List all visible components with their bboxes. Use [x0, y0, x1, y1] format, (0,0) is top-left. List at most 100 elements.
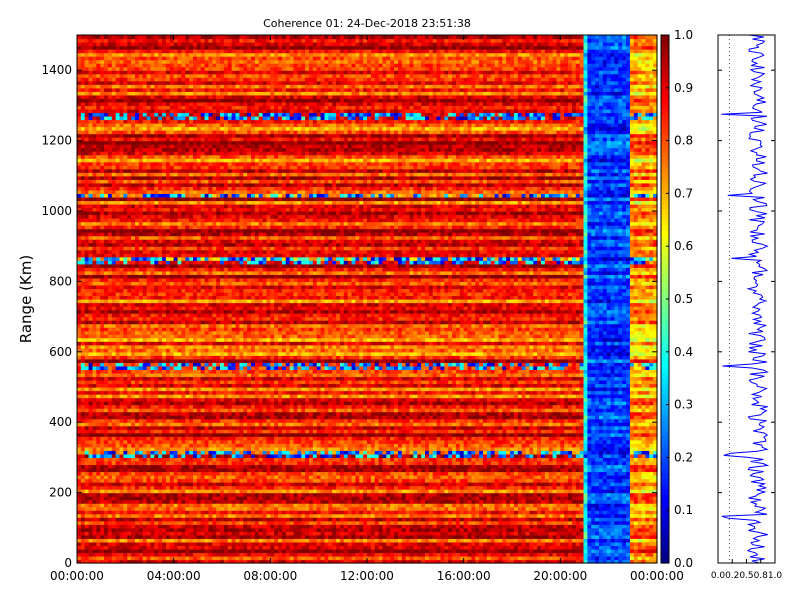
heatmap-cell [154, 112, 159, 117]
heatmap-cell [169, 299, 175, 304]
heatmap-cell [100, 203, 105, 209]
heatmap-cell [162, 249, 167, 254]
heatmap-cell [92, 482, 97, 487]
heatmap-cell [177, 207, 182, 212]
heatmap-cell [88, 327, 94, 332]
heatmap-cell [84, 348, 90, 353]
heatmap-cell [135, 256, 140, 261]
heatmap-cell [92, 358, 97, 363]
heatmap-cell [100, 369, 105, 374]
heatmap-cell [200, 291, 206, 297]
heatmap-cell [119, 334, 124, 339]
heatmap-cell [185, 517, 190, 522]
heatmap-cell [138, 506, 144, 511]
heatmap-cell [154, 394, 159, 399]
heatmap-cell [104, 513, 109, 518]
heatmap-cell [165, 485, 171, 490]
heatmap-cell [185, 73, 190, 78]
heatmap-cell [204, 475, 210, 480]
heatmap-cell [107, 63, 113, 68]
heatmap-cell [173, 411, 179, 416]
heatmap-cell [104, 91, 109, 96]
heatmap-cell [158, 425, 163, 430]
heatmap-cell [158, 344, 163, 349]
heatmap-cell [135, 87, 140, 92]
heatmap-cell [107, 453, 113, 458]
heatmap-cell [115, 115, 121, 121]
heatmap-cell [165, 179, 171, 184]
heatmap-cell [131, 49, 136, 54]
heatmap-cell [146, 302, 152, 307]
heatmap-cell [123, 270, 128, 275]
heatmap-cell [150, 418, 155, 423]
heatmap-cell [193, 313, 198, 318]
heatmap-cell [107, 101, 113, 106]
heatmap-cell [162, 70, 167, 75]
heatmap-cell [96, 267, 101, 272]
heatmap-cell [104, 341, 109, 346]
heatmap-cell [185, 91, 190, 96]
heatmap-cell [100, 172, 105, 177]
heatmap-cell [123, 228, 128, 233]
heatmap-cell [104, 401, 109, 406]
heatmap-cell [127, 295, 132, 300]
heatmap-cell [100, 49, 105, 54]
heatmap-cell [142, 98, 148, 103]
heatmap-cell [154, 517, 159, 522]
heatmap-cell [119, 249, 124, 254]
heatmap-cell [119, 489, 124, 494]
heatmap-cell [138, 56, 144, 61]
heatmap-cell [104, 42, 109, 47]
heatmap-cell [181, 408, 186, 413]
heatmap-cell [88, 358, 94, 363]
heatmap-cell [135, 425, 140, 430]
heatmap-cell [154, 140, 159, 145]
heatmap-cell [189, 436, 194, 441]
heatmap-cell [107, 246, 113, 251]
heatmap-cell [80, 98, 86, 103]
heatmap-cell [150, 284, 155, 290]
heatmap-cell [196, 443, 202, 448]
heatmap-cell [162, 337, 167, 342]
heatmap-cell [200, 513, 206, 518]
heatmap-cell [77, 390, 82, 395]
heatmap-cell [181, 429, 186, 434]
heatmap-cell [200, 390, 206, 395]
heatmap-cell [84, 387, 90, 392]
heatmap-cell [181, 499, 186, 504]
heatmap-cell [181, 517, 186, 522]
heatmap-cell [80, 158, 86, 163]
heatmap-cell [107, 545, 113, 550]
heatmap-cell [204, 401, 210, 406]
heatmap-cell [77, 196, 82, 202]
heatmap-cell [189, 411, 194, 416]
heatmap-cell [181, 101, 186, 106]
heatmap-cell [185, 193, 190, 198]
heatmap-cell [123, 144, 128, 149]
heatmap-cell [158, 475, 163, 480]
heatmap-cell [181, 77, 186, 82]
heatmap-cell [123, 260, 128, 265]
heatmap-cell [150, 228, 155, 233]
heatmap-cell [169, 239, 175, 244]
heatmap-cell [88, 203, 94, 209]
heatmap-cell [189, 277, 194, 282]
heatmap-cell [88, 246, 94, 251]
heatmap-cell [196, 91, 202, 96]
heatmap-cell [123, 77, 128, 82]
heatmap-cell [77, 387, 82, 392]
heatmap-cell [162, 453, 167, 458]
heatmap-cell [204, 506, 210, 511]
heatmap-cell [158, 418, 163, 423]
heatmap-cell [104, 306, 109, 311]
heatmap-cell [92, 186, 97, 191]
heatmap-cell [119, 323, 124, 328]
heatmap-cell [177, 263, 182, 268]
heatmap-cell [158, 369, 163, 374]
heatmap-cell [150, 182, 155, 187]
heatmap-cell [111, 506, 117, 511]
heatmap-cell [135, 154, 140, 159]
heatmap-cell [185, 387, 190, 392]
heatmap-cell [107, 80, 113, 85]
heatmap-cell [200, 313, 206, 318]
